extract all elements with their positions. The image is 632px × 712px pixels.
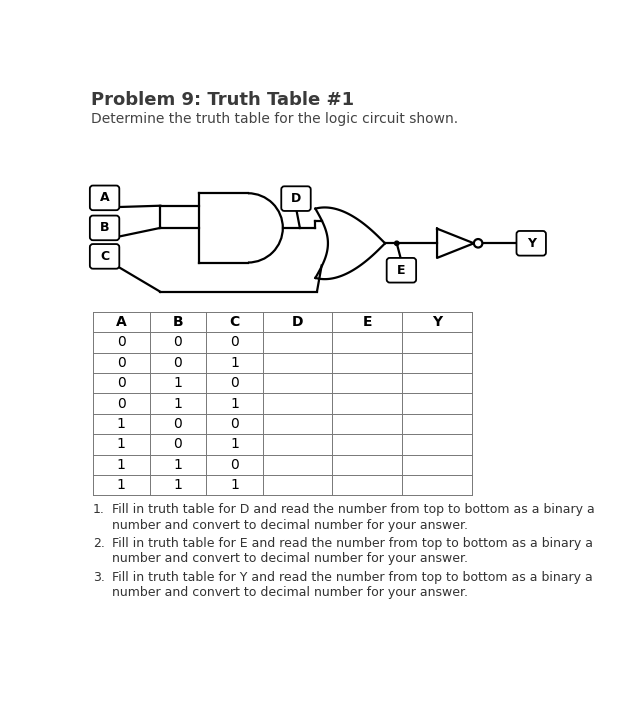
Text: 0: 0 (173, 356, 182, 370)
Text: number and convert to decimal number for your answer.: number and convert to decimal number for… (112, 518, 468, 532)
Text: 0: 0 (230, 376, 239, 390)
Text: 1: 1 (230, 397, 239, 411)
Text: Fill in truth table for Y and read the number from top to bottom as a binary a: Fill in truth table for Y and read the n… (112, 571, 592, 584)
Text: D: D (291, 192, 301, 205)
Text: 1: 1 (230, 478, 239, 492)
Text: A: A (100, 192, 109, 204)
Text: 0: 0 (117, 376, 126, 390)
FancyBboxPatch shape (90, 186, 119, 210)
FancyBboxPatch shape (516, 231, 546, 256)
Text: 1: 1 (230, 356, 239, 370)
Text: 0: 0 (230, 417, 239, 431)
FancyBboxPatch shape (90, 244, 119, 268)
Text: 0: 0 (117, 335, 126, 350)
Text: 0: 0 (117, 356, 126, 370)
Text: 0: 0 (117, 397, 126, 411)
Text: C: C (100, 250, 109, 263)
Text: 1: 1 (230, 437, 239, 451)
Text: 1: 1 (117, 437, 126, 451)
Text: 0: 0 (173, 335, 182, 350)
Text: 1: 1 (173, 397, 182, 411)
Text: E: E (363, 315, 372, 329)
Text: 1: 1 (173, 478, 182, 492)
Text: 1: 1 (173, 458, 182, 472)
Text: Problem 9: Truth Table #1: Problem 9: Truth Table #1 (90, 91, 354, 109)
Text: Determine the truth table for the logic circuit shown.: Determine the truth table for the logic … (90, 112, 458, 125)
Text: 3.: 3. (93, 571, 105, 584)
Text: 1.: 1. (93, 503, 105, 516)
Text: 1: 1 (117, 458, 126, 472)
Text: A: A (116, 315, 126, 329)
Text: Fill in truth table for D and read the number from top to bottom as a binary a: Fill in truth table for D and read the n… (112, 503, 594, 516)
FancyBboxPatch shape (281, 187, 311, 211)
Text: 0: 0 (230, 458, 239, 472)
Text: 0: 0 (230, 335, 239, 350)
Text: E: E (397, 263, 406, 277)
Text: C: C (229, 315, 240, 329)
Text: 1: 1 (173, 376, 182, 390)
Text: 0: 0 (173, 417, 182, 431)
Text: number and convert to decimal number for your answer.: number and convert to decimal number for… (112, 553, 468, 565)
Text: B: B (100, 221, 109, 234)
Text: D: D (292, 315, 303, 329)
Text: B: B (173, 315, 183, 329)
Text: 2.: 2. (93, 537, 105, 550)
Text: Y: Y (432, 315, 442, 329)
FancyBboxPatch shape (90, 216, 119, 240)
Circle shape (474, 239, 482, 248)
FancyBboxPatch shape (387, 258, 416, 283)
Circle shape (394, 241, 399, 246)
Text: Y: Y (526, 237, 536, 250)
Text: 1: 1 (117, 417, 126, 431)
Text: number and convert to decimal number for your answer.: number and convert to decimal number for… (112, 586, 468, 600)
Text: Fill in truth table for E and read the number from top to bottom as a binary a: Fill in truth table for E and read the n… (112, 537, 593, 550)
Text: 0: 0 (173, 437, 182, 451)
Text: 1: 1 (117, 478, 126, 492)
